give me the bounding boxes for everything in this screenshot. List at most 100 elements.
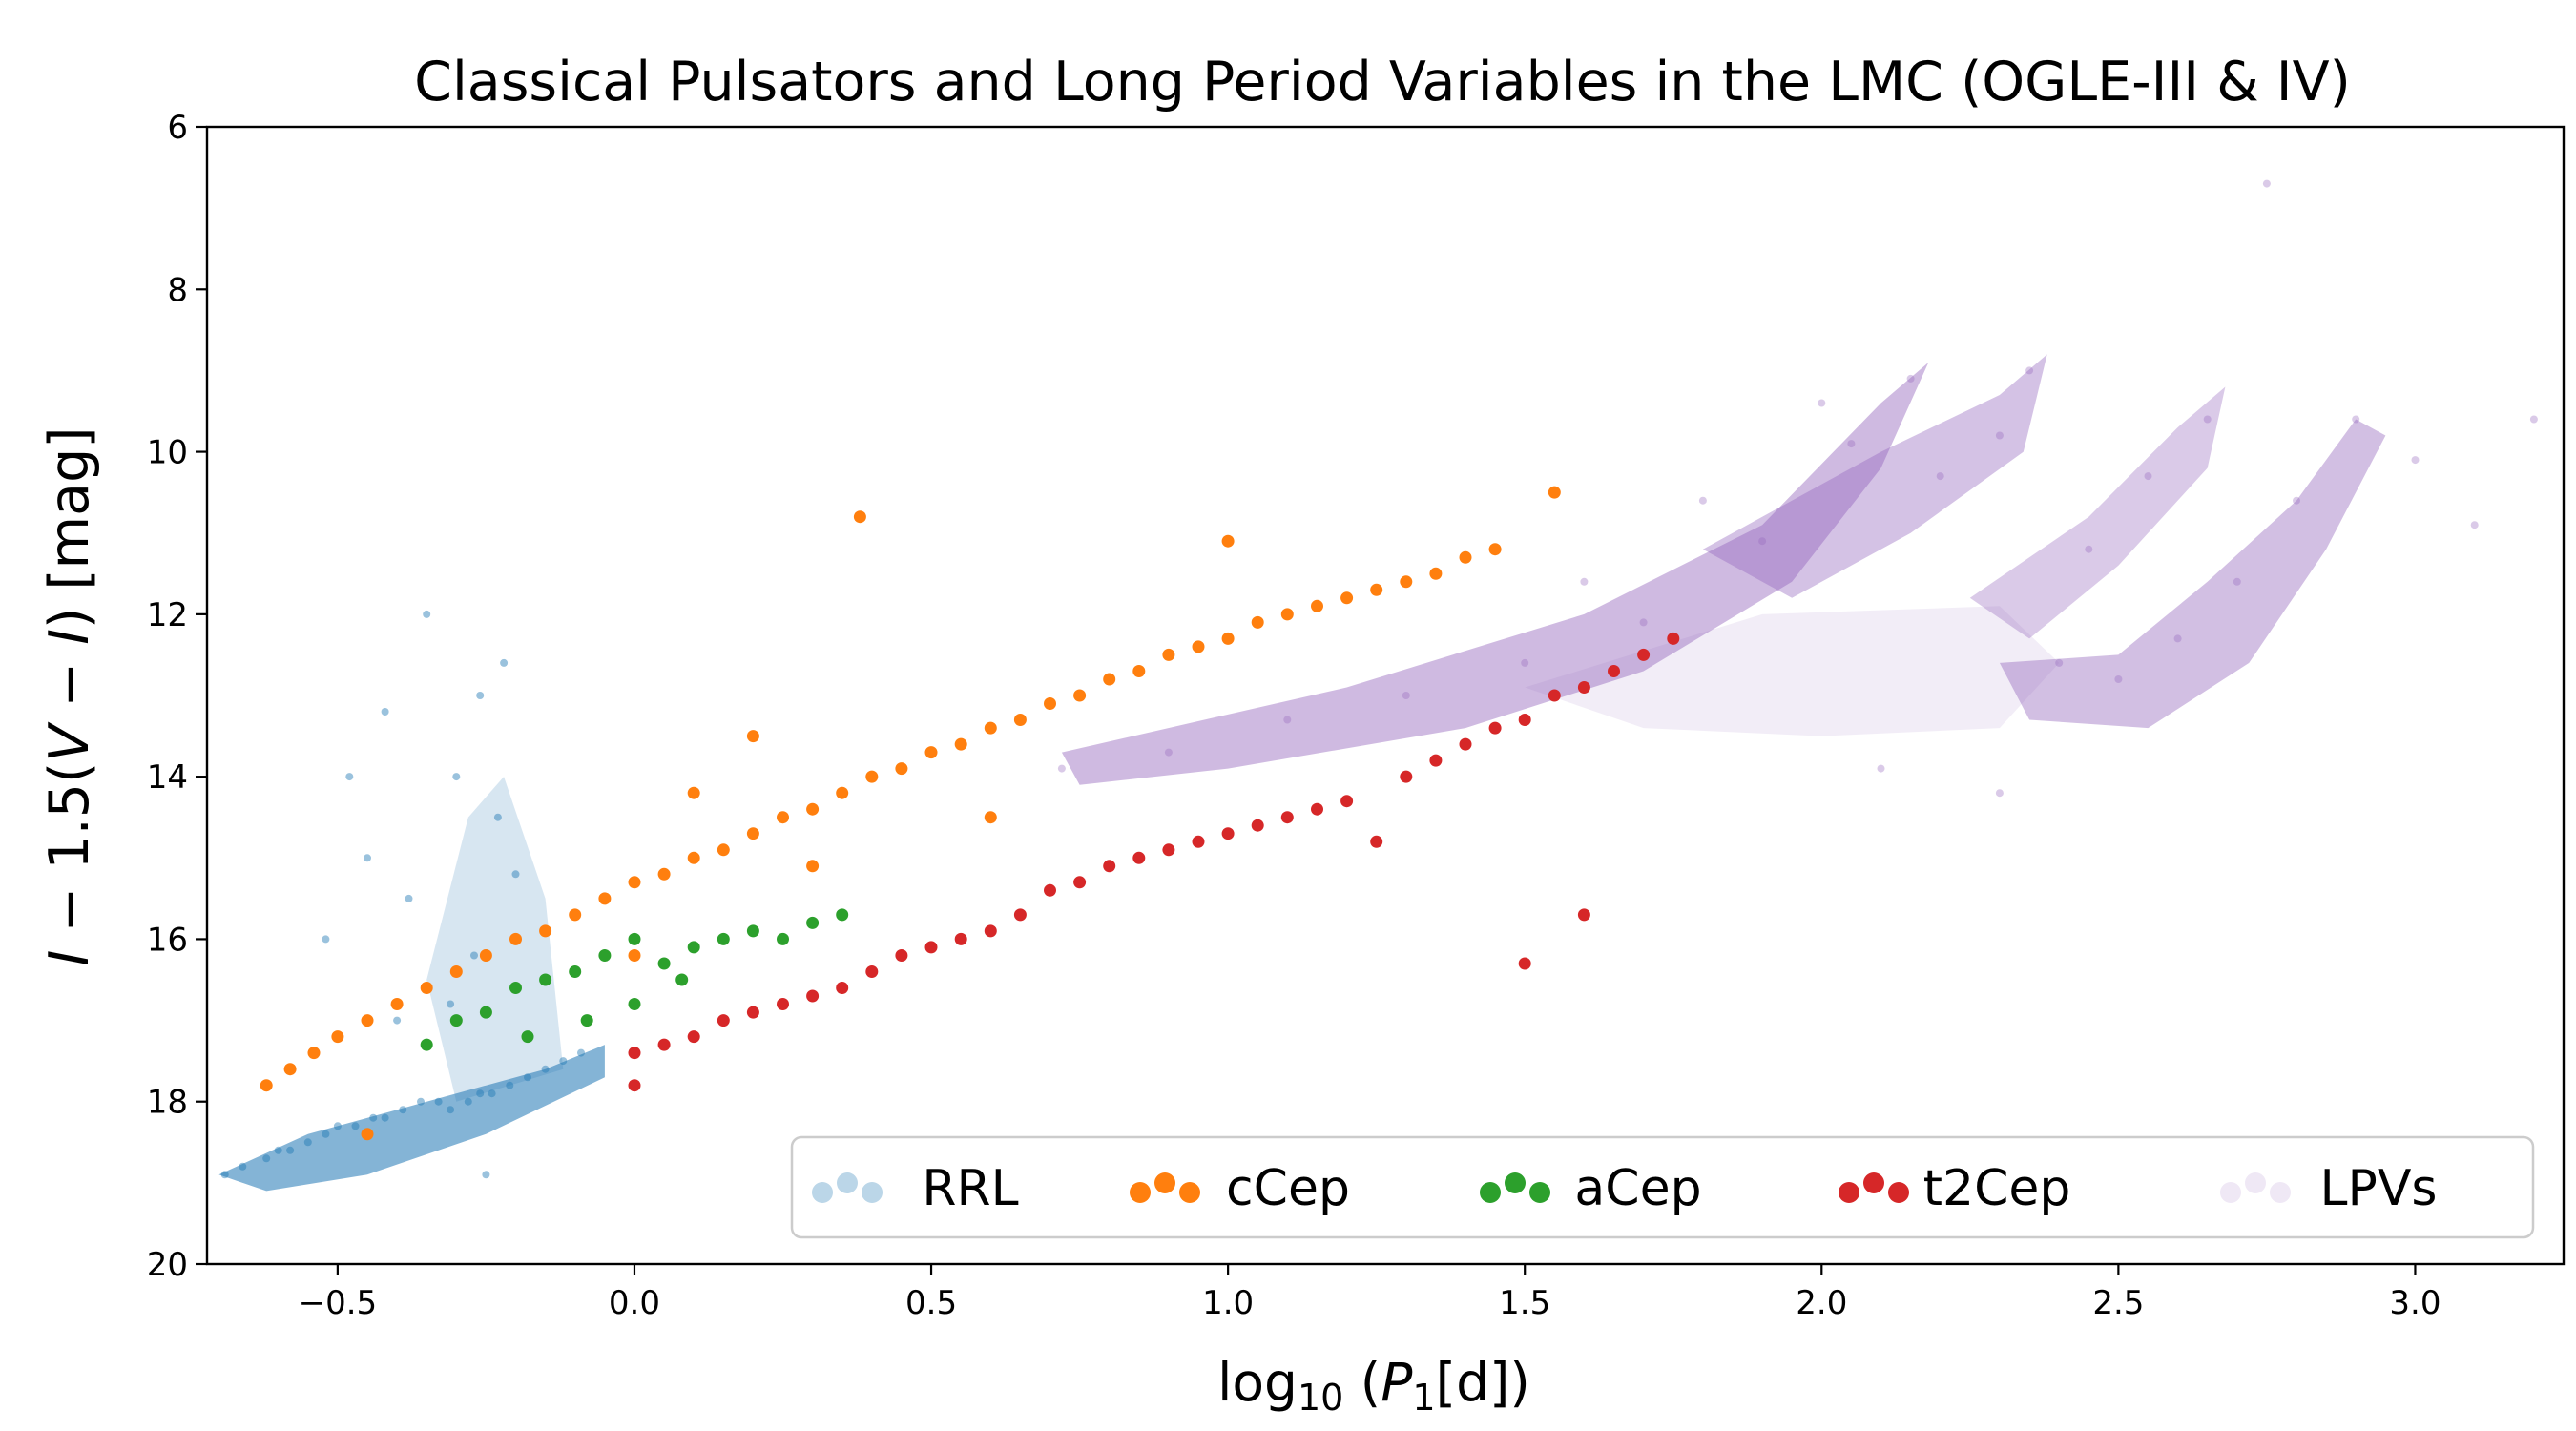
point-ccep <box>1103 673 1116 686</box>
legend-marker-lpvs <box>2220 1182 2241 1203</box>
x-tick-label: 2.0 <box>1796 1284 1847 1322</box>
point-rrl <box>464 1097 472 1106</box>
point-rrl <box>447 1106 455 1114</box>
point-t2cep <box>1518 957 1531 970</box>
point-t2cep <box>895 949 908 962</box>
point-rrl <box>369 1113 378 1122</box>
point-t2cep <box>777 998 789 1010</box>
point-t2cep <box>746 1006 759 1019</box>
point-lpvs <box>2411 456 2420 465</box>
x-tick-label: 0.5 <box>905 1284 957 1322</box>
point-ccep <box>260 1079 273 1092</box>
point-acep <box>675 973 689 986</box>
point-lpvs <box>1164 748 1173 757</box>
point-lpvs <box>2233 577 2241 586</box>
point-ccep <box>479 949 492 962</box>
x-axis-label: log10 (P1[d]) <box>1217 1352 1530 1419</box>
point-lpvs <box>1521 658 1529 667</box>
point-ccep <box>628 876 641 889</box>
y-axis-label-v1: I <box>38 950 101 966</box>
point-acep <box>598 949 612 962</box>
point-t2cep <box>1637 648 1651 661</box>
y-axis-label-t2: − <box>38 645 101 725</box>
point-acep <box>628 932 641 945</box>
point-ccep <box>1132 665 1146 677</box>
x-tick-label: 1.5 <box>1499 1284 1550 1322</box>
point-lpvs <box>1758 537 1767 546</box>
point-lpvs <box>1639 618 1648 627</box>
point-rrl <box>333 1122 342 1130</box>
point-ccep <box>806 860 820 873</box>
point-t2cep <box>1162 843 1175 857</box>
legend-marker-acep <box>1529 1182 1550 1203</box>
x-axis-label-tail: [d]) <box>1436 1352 1530 1413</box>
x-tick-label: 1.0 <box>1202 1284 1254 1322</box>
point-rrl <box>488 1089 496 1098</box>
point-rrl <box>423 610 431 618</box>
point-ccep <box>449 965 463 978</box>
x-axis-label-varsub: 1 <box>1412 1377 1435 1419</box>
point-lpvs <box>2529 415 2538 424</box>
point-ccep <box>283 1063 297 1076</box>
chart-title: Classical Pulsators and Long Period Vari… <box>414 51 2351 114</box>
point-t2cep <box>1429 754 1443 767</box>
legend-marker-rrl <box>837 1172 858 1193</box>
point-ccep <box>687 851 700 864</box>
legend-marker-ccep <box>1130 1182 1151 1203</box>
point-acep <box>521 1030 534 1044</box>
point-ccep <box>1459 550 1472 564</box>
legend-box <box>790 1135 2535 1239</box>
y-tick-label: 14 <box>147 758 188 797</box>
y-tick-label: 20 <box>147 1246 188 1284</box>
point-acep <box>509 982 522 994</box>
point-ccep <box>1251 615 1264 629</box>
point-t2cep <box>1548 689 1561 702</box>
legend-label-rrl: RRL <box>922 1160 1018 1217</box>
point-t2cep <box>628 1079 641 1092</box>
point-acep <box>479 1006 492 1019</box>
point-rrl <box>577 1048 585 1057</box>
point-t2cep <box>1577 681 1590 694</box>
point-t2cep <box>1459 737 1472 751</box>
point-ccep <box>1044 697 1056 710</box>
y-axis-label-v3: I <box>38 629 101 645</box>
point-ccep <box>1370 583 1383 596</box>
point-t2cep <box>954 932 967 945</box>
lpv-sequence-cluster <box>1969 386 2226 639</box>
y-tick-label: 10 <box>147 434 188 472</box>
x-tick-label: 0.0 <box>609 1284 660 1322</box>
legend: RRL cCep aCep t2Cep LPVs <box>790 1135 2535 1239</box>
point-ccep <box>598 892 612 905</box>
legend-marker-lpvs <box>2245 1172 2266 1193</box>
point-rrl <box>322 935 330 944</box>
point-rrl <box>345 773 354 781</box>
y-axis-label-t1: − 1.5( <box>38 762 101 950</box>
y-tick-label: 16 <box>147 921 188 959</box>
point-acep <box>628 998 641 1010</box>
point-t2cep <box>1073 876 1087 889</box>
point-ccep <box>853 510 866 524</box>
point-lpvs <box>1057 764 1066 773</box>
point-lpvs <box>1847 440 1856 448</box>
point-rrl <box>500 658 509 667</box>
legend-label-lpvs: LPVs <box>2320 1160 2438 1217</box>
point-lpvs <box>1818 399 1826 407</box>
point-acep <box>687 941 700 954</box>
point-rrl <box>470 951 478 960</box>
legend-marker-t2cep <box>1839 1182 1859 1203</box>
point-ccep <box>1192 640 1205 653</box>
point-t2cep <box>717 1014 730 1027</box>
legend-marker-lpvs <box>2270 1182 2291 1203</box>
point-rrl <box>351 1122 360 1130</box>
point-rrl <box>506 1081 514 1089</box>
point-rrl <box>262 1154 271 1163</box>
point-rrl <box>452 773 461 781</box>
point-rrl <box>511 870 520 879</box>
point-acep <box>580 1014 593 1027</box>
point-t2cep <box>1488 721 1502 735</box>
point-t2cep <box>1340 795 1354 808</box>
legend-label-t2cep: t2Cep <box>1923 1160 2071 1217</box>
plot-frame <box>205 125 2566 1266</box>
lpv-halo-cluster <box>1525 606 2060 736</box>
legend-marker-t2cep <box>1888 1182 1909 1203</box>
